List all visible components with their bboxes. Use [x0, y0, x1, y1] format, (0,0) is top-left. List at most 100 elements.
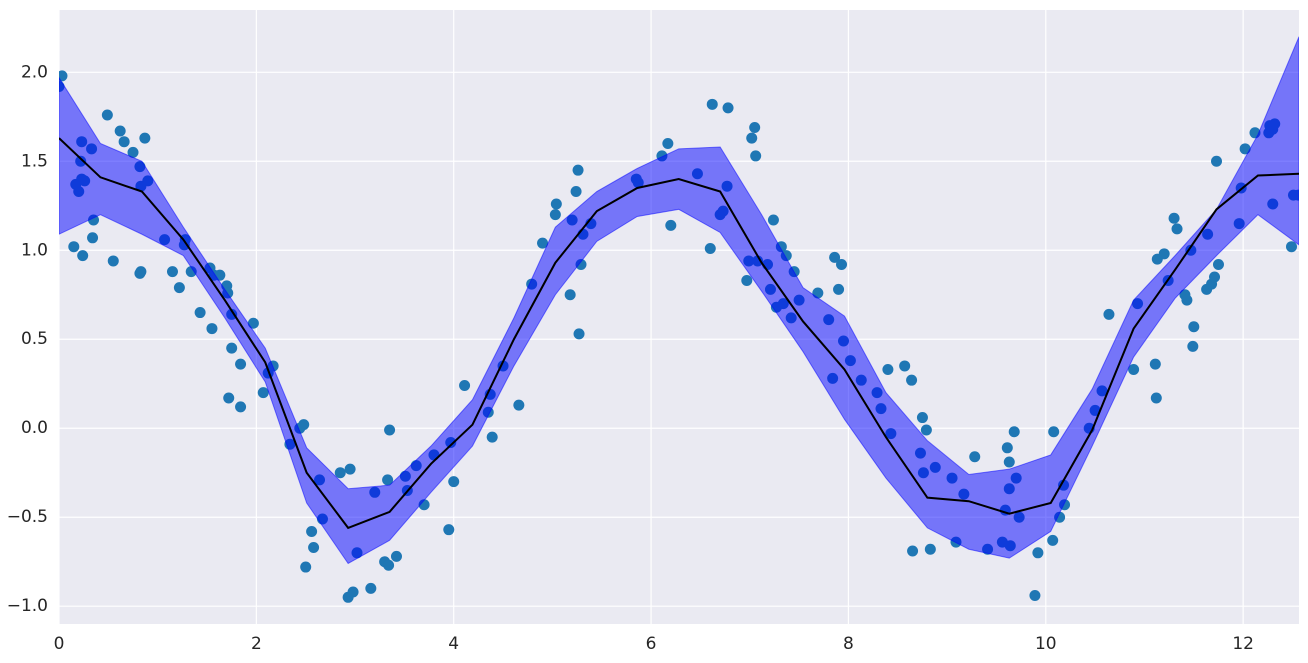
scatter-point [706, 98, 718, 110]
scatter-point [537, 237, 549, 249]
scatter-point [1032, 547, 1044, 559]
scatter-point [550, 198, 562, 210]
scatter-point [298, 419, 310, 431]
scatter-point [1286, 241, 1298, 253]
scatter-point [59, 70, 68, 82]
scatter-point [741, 275, 753, 287]
scatter-point [459, 380, 471, 392]
scatter-point [347, 586, 359, 598]
scatter-point [1150, 392, 1162, 404]
scatter-point [564, 289, 576, 301]
scatter-point [448, 476, 460, 488]
scatter-point [114, 125, 126, 137]
scatter-point [77, 250, 89, 262]
scatter-point [1047, 534, 1059, 546]
scatter-point [1181, 294, 1193, 306]
scatter-point [829, 251, 841, 263]
scatter-point [899, 360, 911, 372]
scatter-point [206, 323, 218, 335]
scatter-point [365, 582, 377, 594]
scatter-point [907, 545, 919, 557]
scatter-point [101, 109, 113, 121]
scatter-point [1211, 155, 1223, 167]
confidence-band [59, 36, 1299, 565]
scatter-point [572, 164, 584, 176]
y-tick-label: 1.0 [21, 240, 48, 260]
scatter-point [382, 474, 394, 486]
scatter-point [513, 399, 525, 411]
scatter-point [135, 266, 147, 278]
scatter-point [1158, 248, 1170, 260]
scatter-point [662, 137, 674, 149]
plot-area [59, 10, 1299, 624]
scatter-point [384, 424, 396, 436]
scatter-point [118, 136, 130, 148]
scatter-point [906, 374, 918, 386]
scatter-point [223, 392, 235, 404]
scatter-point [767, 214, 779, 226]
x-tick-label: 4 [448, 634, 459, 654]
scatter-point [704, 242, 716, 254]
scatter-point [107, 255, 119, 267]
scatter-point [836, 258, 848, 270]
scatter-point [1187, 340, 1199, 352]
x-tick-label: 12 [1232, 634, 1254, 654]
scatter-point [443, 524, 455, 536]
scatter-point [1149, 358, 1161, 370]
scatter-point [226, 342, 238, 354]
y-tick-label: −0.5 [7, 507, 48, 527]
scatter-point [194, 307, 206, 319]
y-tick-label: 0.5 [21, 329, 48, 349]
scatter-point [1029, 590, 1041, 602]
scatter-point [308, 541, 320, 553]
scatter-point [1212, 258, 1224, 270]
scatter-point [750, 150, 762, 162]
scatter-point [390, 550, 402, 562]
scatter-point [1003, 456, 1015, 468]
scatter-point [1128, 364, 1140, 376]
scatter-point [139, 132, 151, 144]
scatter-point [300, 561, 312, 573]
scatter-point [833, 283, 845, 295]
scatter-point [746, 132, 758, 144]
x-tick-label: 2 [251, 634, 262, 654]
scatter-point [1188, 321, 1200, 333]
scatter-point [1103, 308, 1115, 320]
scatter-point [247, 317, 259, 329]
scatter-point [573, 328, 585, 340]
scatter-point [486, 431, 498, 443]
scatter-point [235, 358, 247, 370]
scatter-point [1168, 212, 1180, 224]
y-tick-label: 2.0 [21, 62, 48, 82]
scatter-point [549, 209, 561, 221]
scatter-point [173, 282, 185, 294]
scatter-point [1048, 426, 1060, 438]
scatter-point [1001, 442, 1013, 454]
x-tick-label: 8 [843, 634, 854, 654]
scatter-point [87, 232, 99, 244]
scatter-point [1209, 271, 1221, 283]
scatter-point [1171, 223, 1183, 235]
y-tick-label: −1.0 [7, 596, 48, 616]
scatter-point [570, 186, 582, 198]
y-tick-label: 1.5 [21, 151, 48, 171]
y-tick-label: 0.0 [21, 418, 48, 438]
scatter-point [665, 219, 677, 231]
scatter-point [344, 463, 356, 475]
x-tick-label: 10 [1035, 634, 1057, 654]
scatter-point [383, 559, 395, 571]
scatter-point [306, 525, 318, 537]
mean-line [59, 137, 1299, 530]
scatter-point [882, 364, 894, 376]
scatter-point [1239, 143, 1251, 155]
scatter-point [68, 241, 80, 253]
scatter-point [749, 121, 761, 133]
scatter-point [722, 102, 734, 114]
x-tick-label: 0 [54, 634, 65, 654]
scatter-point [127, 146, 139, 158]
scatter-point [1008, 426, 1020, 438]
scatter-point [969, 451, 981, 463]
scatter-point [924, 543, 936, 555]
scatter-point [916, 412, 928, 424]
